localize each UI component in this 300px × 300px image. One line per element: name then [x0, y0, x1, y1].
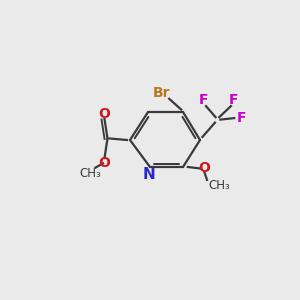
Text: CH₃: CH₃ — [80, 167, 101, 180]
Text: O: O — [99, 156, 110, 170]
Text: Br: Br — [153, 86, 170, 100]
Text: O: O — [199, 161, 211, 176]
Text: N: N — [142, 167, 155, 182]
Text: F: F — [198, 93, 208, 107]
Text: O: O — [99, 106, 110, 121]
Text: F: F — [229, 93, 239, 107]
Text: CH₃: CH₃ — [208, 179, 230, 192]
Text: F: F — [237, 111, 247, 125]
